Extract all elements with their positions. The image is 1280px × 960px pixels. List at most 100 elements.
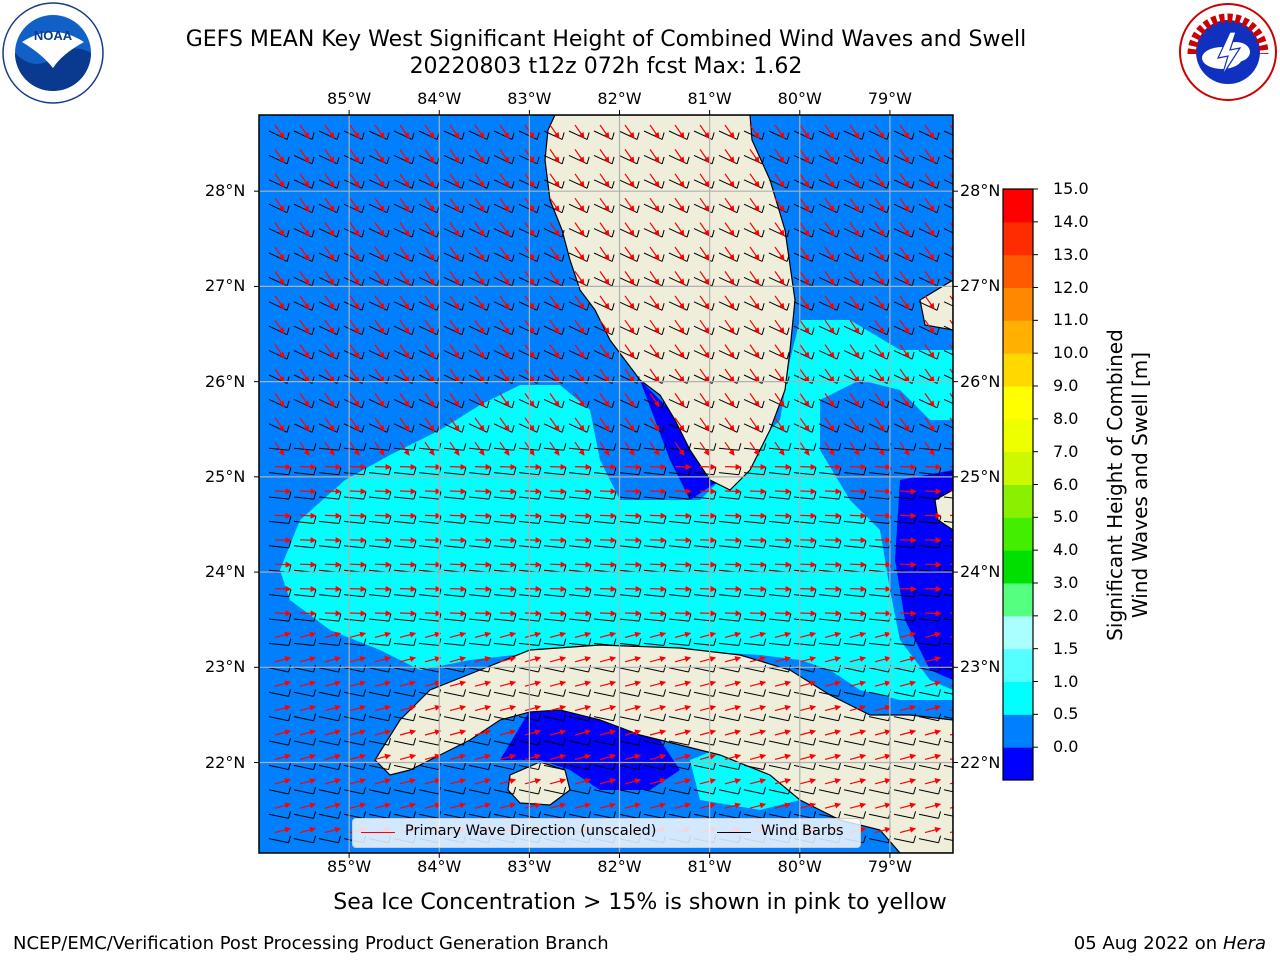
wind-barb <box>318 664 342 673</box>
wind-barb <box>943 325 953 331</box>
wind-barb <box>293 762 317 771</box>
colorbar-segment <box>1003 484 1033 518</box>
wave-arrow <box>574 585 592 592</box>
wave-arrow <box>949 222 953 228</box>
wave-arrow <box>724 246 735 261</box>
wind-barb <box>343 762 367 771</box>
wind-barb <box>893 638 917 646</box>
wave-arrow <box>449 488 467 495</box>
wave-arrow <box>824 197 835 212</box>
wave-arrow <box>724 149 735 163</box>
wave-arrow <box>299 246 310 261</box>
wave-arrow <box>749 537 767 544</box>
wind-barb <box>943 301 953 307</box>
wind-barb <box>843 738 867 746</box>
wave-arrow <box>399 512 417 519</box>
wave-arrow <box>874 271 885 285</box>
colorbar-tick-label: 14.0 <box>1053 211 1089 231</box>
wave-arrow <box>474 124 485 139</box>
wave-arrow <box>649 512 667 519</box>
colorbar-segment <box>1003 714 1033 748</box>
wave-arrow <box>699 246 710 261</box>
map-area[interactable] <box>259 115 966 853</box>
wind-barb <box>543 786 567 795</box>
wind-barb <box>693 638 717 646</box>
colorbar-segment <box>1003 418 1033 453</box>
wind-barb <box>718 638 742 646</box>
wave-arrow <box>774 271 785 285</box>
wave-arrow <box>599 610 617 617</box>
wave-arrow <box>949 246 953 253</box>
wave-arrow <box>674 537 692 544</box>
wave-arrow <box>574 271 585 285</box>
wave-arrow <box>674 271 685 285</box>
wind-barb <box>468 762 492 771</box>
wind-barb <box>893 738 917 746</box>
wind-barb <box>393 738 417 746</box>
wave-arrow <box>399 222 410 237</box>
wave-arrow <box>824 149 835 163</box>
wind-barb <box>943 569 953 572</box>
wave-arrow <box>924 512 942 519</box>
wave-arrow <box>524 561 542 568</box>
wave-arrow <box>374 222 385 237</box>
wave-arrow <box>699 173 710 188</box>
wave-arrow <box>474 488 492 495</box>
wind-barb <box>943 545 953 548</box>
wind-barb <box>493 786 517 795</box>
wave-arrow <box>774 585 792 592</box>
wind-barb <box>368 713 392 722</box>
wave-arrow <box>324 222 335 237</box>
wave-arrow <box>499 585 517 592</box>
wave-arrow <box>649 173 660 188</box>
wind-barb <box>468 811 492 819</box>
wave-arrow <box>774 246 785 261</box>
wave-arrow <box>499 271 510 285</box>
wave-arrow <box>399 173 410 188</box>
wave-arrow <box>899 610 917 617</box>
wave-arrow <box>574 537 592 544</box>
wind-barb <box>293 738 317 746</box>
wave-arrow <box>424 512 442 519</box>
wave-arrow <box>649 585 667 592</box>
colorbar-tick-label: 11.0 <box>1053 310 1089 330</box>
wave-arrow <box>349 512 367 519</box>
wave-arrow <box>599 124 610 139</box>
legend-barb-swatch <box>717 832 751 833</box>
wind-barb <box>643 738 667 746</box>
wave-arrow <box>374 149 385 163</box>
wave-arrow <box>574 246 585 261</box>
wind-barb <box>618 689 642 697</box>
colorbar-tick-label: 6.0 <box>1053 474 1079 494</box>
wind-barb <box>918 738 942 746</box>
wave-arrow <box>924 463 942 470</box>
wave-arrow <box>899 512 917 519</box>
wind-barb <box>268 811 292 819</box>
wave-arrow <box>399 561 417 568</box>
wave-arrow <box>649 488 667 495</box>
wave-arrow <box>274 537 292 544</box>
wave-arrow <box>799 561 817 568</box>
wave-arrow <box>374 585 392 592</box>
wave-arrow <box>324 124 335 139</box>
colorbar-segment <box>1003 747 1033 781</box>
wind-barb <box>493 664 517 673</box>
wave-arrow <box>699 197 710 212</box>
wind-barb <box>943 594 953 597</box>
colorbar-segment <box>1003 221 1033 256</box>
wave-arrow <box>574 197 585 212</box>
wave-arrow <box>624 173 635 188</box>
wave-arrow <box>474 561 492 568</box>
wind-barb <box>393 811 417 819</box>
wave-arrow <box>824 463 842 470</box>
wave-arrow <box>324 295 335 310</box>
wind-barb <box>893 689 917 697</box>
wind-barb <box>818 786 842 795</box>
wave-arrow <box>374 512 392 519</box>
wave-arrow <box>274 246 285 261</box>
wave-arrow <box>674 246 685 261</box>
wave-arrow <box>299 512 317 519</box>
wind-barb <box>318 713 342 722</box>
wind-barb <box>893 835 917 844</box>
wave-arrow <box>624 149 635 163</box>
